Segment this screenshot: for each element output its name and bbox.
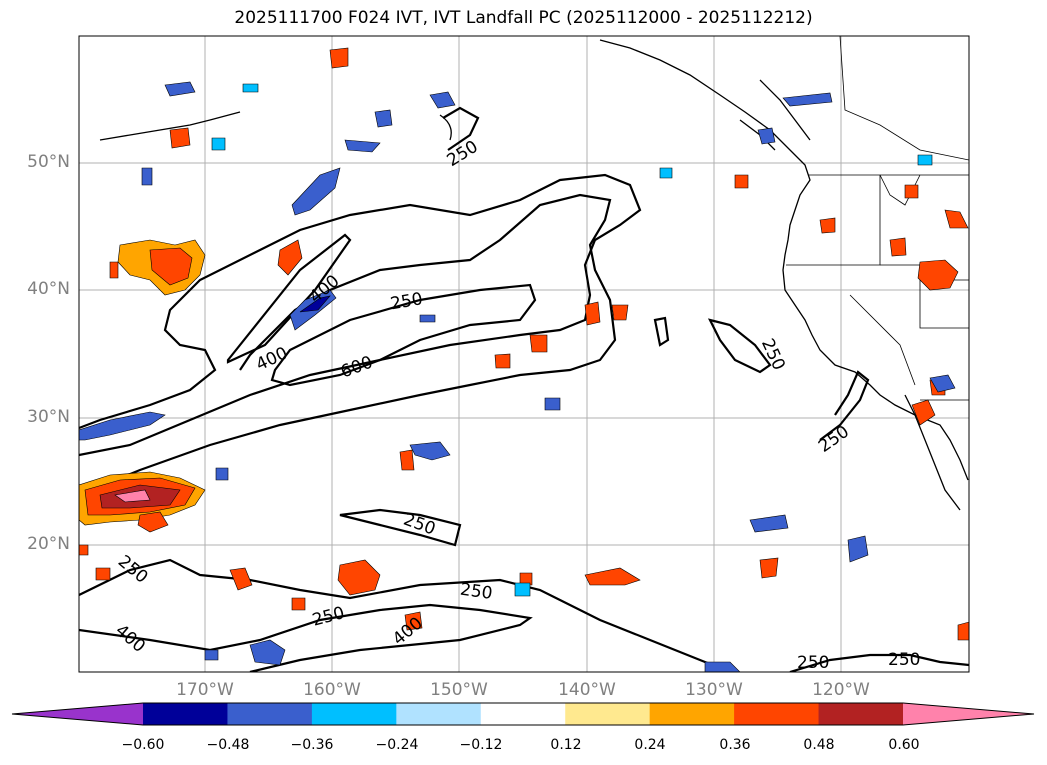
colorbar-extend-low: [12, 703, 143, 725]
lon-label-130w: 130°W: [685, 680, 743, 700]
colorbar-tick-label: −0.12: [459, 737, 503, 753]
map-plot: 250 400 250 400 600 250 250 250 250 250 …: [78, 35, 970, 673]
colorbar-segment: [396, 703, 482, 725]
gridlines: [79, 36, 969, 672]
colorbar-tick-label: −0.36: [290, 737, 334, 753]
lat-label-40n: 40°N: [27, 279, 70, 299]
lon-label-150w: 150°W: [430, 680, 488, 700]
colorbar-segment: [227, 703, 313, 725]
lat-label-30n: 30°N: [27, 407, 70, 427]
lon-label-120w: 120°W: [812, 680, 870, 700]
lat-label-20n: 20°N: [27, 534, 70, 554]
contour-label: 250: [888, 650, 920, 670]
colorbar-segment: [143, 703, 228, 725]
colorbar-tick-label: −0.60: [121, 737, 165, 753]
colorbar: [11, 702, 1035, 726]
map-title: 2025111700 F024 IVT, IVT Landfall PC (20…: [234, 8, 813, 28]
colorbar-extend-high: [903, 703, 1034, 725]
lon-label-170w: 170°W: [176, 680, 234, 700]
contour-label: 250: [459, 580, 494, 604]
lon-label-140w: 140°W: [558, 680, 616, 700]
lat-label-50n: 50°N: [27, 152, 70, 172]
colorbar-tick-label: −0.48: [206, 737, 250, 753]
positive-pc-patches: [79, 47, 969, 641]
colorbar-segment: [480, 703, 566, 725]
colorbar-segment: [565, 703, 651, 725]
negative-pc-patches: [79, 81, 956, 672]
colorbar-segment: [311, 703, 397, 725]
lon-label-160w: 160°W: [303, 680, 361, 700]
colorbar-tick-label: 0.24: [634, 737, 666, 753]
colorbar-tick-label: 0.60: [888, 737, 920, 753]
colorbar-tick-label: 0.12: [550, 737, 582, 753]
colorbar-segment: [734, 703, 820, 725]
colorbar-tick-label: 0.48: [803, 737, 835, 753]
ivt-contours: [79, 106, 969, 672]
contour-label: 250: [797, 653, 829, 673]
colorbar-tick-label: −0.24: [375, 737, 419, 753]
colorbar-segment: [649, 703, 735, 725]
colorbar-tick-label: 0.36: [719, 737, 751, 753]
colorbar-segment: [818, 703, 904, 725]
